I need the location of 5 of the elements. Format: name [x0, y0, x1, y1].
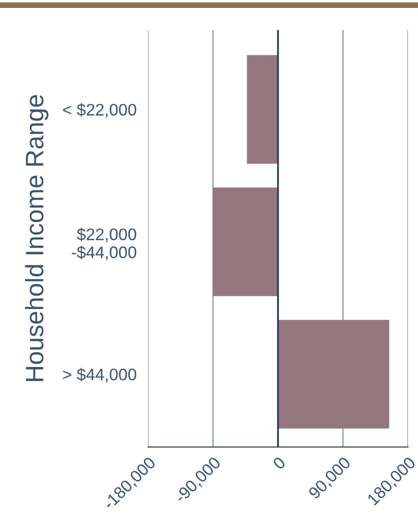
x-tick-label: 0 [272, 456, 286, 470]
y-tick-label: > $44,000 [63, 368, 136, 382]
y-axis-title: Household Income Range [25, 95, 48, 381]
y-tick-label: < $22,000 [63, 103, 136, 118]
y-tick-label: $22,000 -$44,000 [72, 228, 136, 260]
